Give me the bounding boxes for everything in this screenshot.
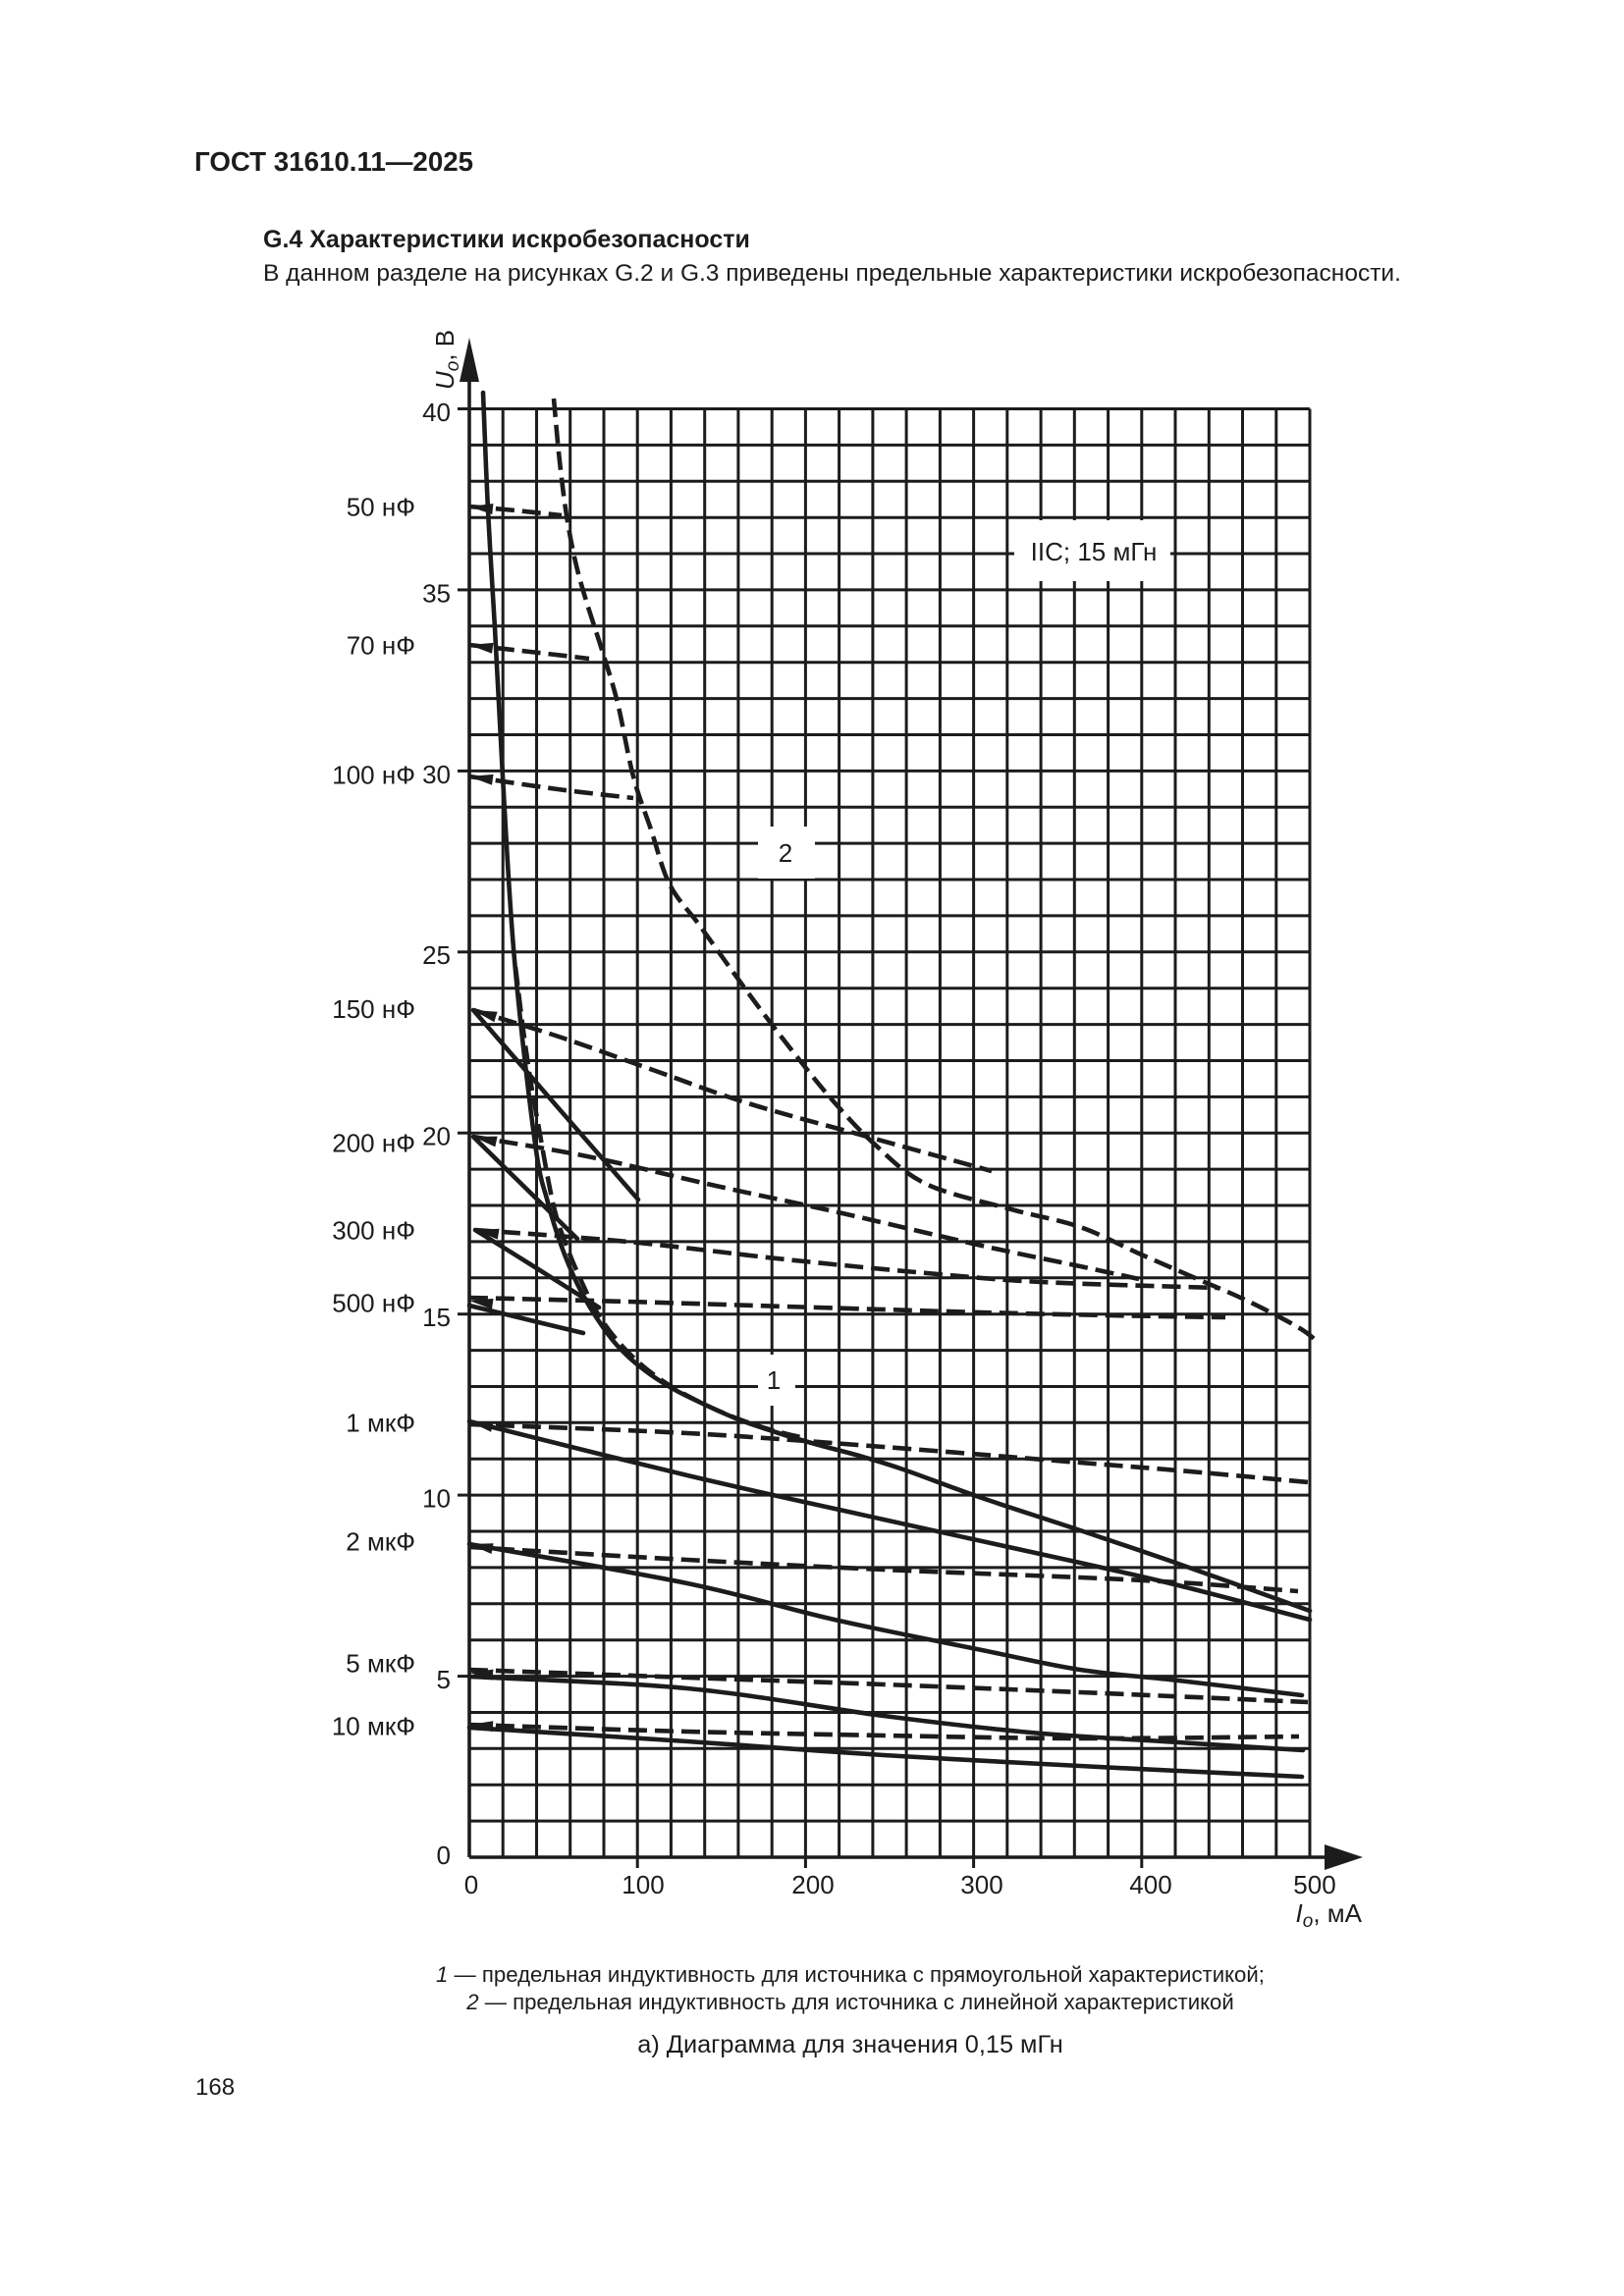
svg-text:200 нФ: 200 нФ <box>332 1128 415 1157</box>
svg-text:10: 10 <box>422 1484 451 1514</box>
svg-text:400: 400 <box>1129 1870 1171 1899</box>
svg-text:100: 100 <box>622 1870 664 1899</box>
svg-text:1 мкФ: 1 мкФ <box>346 1408 415 1437</box>
svg-text:IIC; 15 мГн: IIC; 15 мГн <box>1031 537 1158 566</box>
svg-text:Uo, В: Uo, В <box>430 330 463 390</box>
svg-text:70 нФ: 70 нФ <box>347 630 415 660</box>
svg-text:40: 40 <box>422 398 451 427</box>
svg-text:100 нФ: 100 нФ <box>332 760 415 789</box>
svg-text:50 нФ: 50 нФ <box>347 492 415 521</box>
svg-text:0: 0 <box>464 1870 478 1899</box>
svg-text:10 мкФ: 10 мкФ <box>332 1711 415 1740</box>
svg-text:25: 25 <box>422 940 451 970</box>
svg-text:0: 0 <box>437 1841 451 1870</box>
svg-text:150 нФ: 150 нФ <box>332 994 415 1024</box>
svg-text:200: 200 <box>791 1870 834 1899</box>
svg-text:1: 1 <box>767 1365 781 1395</box>
svg-text:500: 500 <box>1293 1870 1335 1899</box>
svg-text:5: 5 <box>437 1665 451 1694</box>
svg-text:15: 15 <box>422 1303 451 1332</box>
svg-text:Io, мА: Io, мА <box>1296 1898 1363 1932</box>
svg-text:35: 35 <box>422 578 451 608</box>
svg-text:5 мкФ: 5 мкФ <box>346 1648 415 1678</box>
svg-text:2: 2 <box>779 838 792 868</box>
svg-text:300: 300 <box>960 1870 1002 1899</box>
svg-text:300 нФ: 300 нФ <box>332 1215 415 1245</box>
svg-text:20: 20 <box>422 1122 451 1151</box>
svg-text:500 нФ: 500 нФ <box>332 1288 415 1317</box>
svg-text:2 мкФ: 2 мкФ <box>346 1526 415 1556</box>
svg-text:30: 30 <box>422 760 451 789</box>
